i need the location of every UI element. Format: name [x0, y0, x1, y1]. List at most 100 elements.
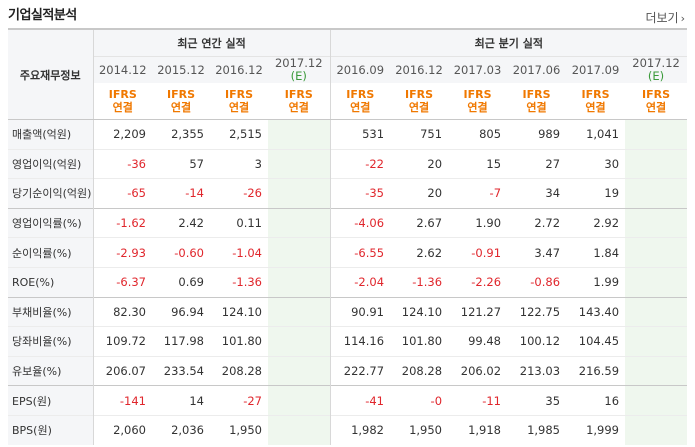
basis-line1: IFRS [225, 88, 253, 101]
value-cell: 989 [507, 119, 567, 150]
table-row: EPS(원) -141 14 -27 -41 -0 -11 35 16 [8, 385, 688, 416]
value-cell [625, 326, 688, 357]
value-cell: 19 [566, 178, 626, 209]
value-cell: 82.30 [92, 296, 152, 327]
value-cell [268, 178, 331, 209]
basis-line1: IFRS [284, 88, 313, 101]
value-cell: 20 [390, 178, 449, 209]
basis-line1: IFRS [642, 88, 671, 101]
period-label: 2016.12 [395, 63, 443, 77]
value-cell: 90.91 [329, 296, 391, 327]
value-cell: 206.02 [448, 355, 508, 386]
value-cell: -41 [329, 385, 391, 416]
value-cell [625, 237, 688, 268]
value-cell: -0 [390, 385, 449, 416]
basis-header: IFRS 연결 [92, 83, 152, 120]
quarter-header: 최근 분기 실적 [329, 28, 688, 57]
basis-header: IFRS 연결 [390, 83, 449, 120]
value-cell: 2.67 [390, 207, 449, 238]
basis-header: IFRS 연결 [329, 83, 391, 120]
value-cell [268, 148, 331, 179]
value-cell: 35 [507, 385, 567, 416]
value-cell: 96.94 [152, 296, 210, 327]
row-label: BPS(원) [8, 414, 93, 445]
period-label: 2017.12 [632, 56, 680, 70]
value-cell [625, 178, 688, 209]
period-label: 2016.09 [336, 63, 385, 77]
period-label: 2014.12 [98, 63, 147, 77]
value-cell: 1,950 [390, 414, 449, 445]
value-cell: 109.72 [92, 326, 152, 357]
value-cell: 2,355 [152, 119, 210, 150]
value-cell: -7 [448, 178, 508, 209]
value-cell: 1,999 [566, 414, 626, 445]
basis-line2: 연결 [170, 101, 192, 114]
value-cell: -6.37 [92, 266, 152, 298]
value-cell: -2.26 [448, 266, 508, 298]
period-label: 2017.12 [274, 56, 323, 70]
basis-line2: 연결 [585, 101, 606, 114]
table-row: 순이익률(%) -2.93 -0.60 -1.04 -6.55 2.62 -0.91 3.47… [8, 237, 688, 268]
value-cell: -0.91 [448, 237, 508, 268]
value-cell: 2.42 [152, 207, 210, 238]
basis-line2: 연결 [467, 101, 488, 114]
value-cell: -1.36 [390, 266, 449, 298]
value-cell: 2,060 [92, 414, 152, 445]
value-cell: -6.55 [329, 237, 391, 268]
value-cell: 104.45 [566, 326, 626, 357]
value-cell: 1,918 [448, 414, 508, 445]
row-label: 영업이익률(%) [8, 207, 93, 238]
value-cell: -26 [210, 178, 268, 209]
value-cell: 1,982 [329, 414, 391, 445]
basis-line1: IFRS [167, 88, 195, 101]
value-cell: 208.28 [210, 355, 268, 386]
value-cell: 124.10 [210, 296, 268, 327]
value-cell: 3.47 [507, 237, 567, 268]
period-label: 2015.12 [157, 63, 205, 77]
basis-line2: 연결 [408, 101, 430, 114]
basis-header: IFRS 연결 [268, 83, 331, 120]
annual-header: 최근 연간 실적 [92, 28, 331, 57]
value-cell [268, 207, 331, 238]
value-cell: -11 [448, 385, 508, 416]
basis-header: IFRS 연결 [448, 83, 508, 120]
more-link[interactable]: 더보기 › [645, 9, 685, 26]
header-row-groups: 주요재무정보 최근 연간 실적 최근 분기 실적 [8, 28, 688, 120]
chevron-right-icon: › [680, 12, 685, 25]
value-cell: 2,209 [92, 119, 152, 150]
value-cell: 30 [566, 148, 626, 179]
value-cell: 27 [507, 148, 567, 179]
period-header: 2016.12 [210, 56, 268, 83]
basis-line1: IFRS [522, 88, 551, 101]
period-label: 2017.06 [512, 63, 561, 77]
value-cell: -0.86 [507, 266, 567, 298]
period-header: 2014.12 [92, 56, 152, 83]
corner-label: 주요재무정보 [8, 28, 93, 120]
value-cell: 143.40 [566, 296, 626, 327]
value-cell: 208.28 [390, 355, 449, 386]
value-cell: 122.75 [507, 296, 567, 327]
value-cell [625, 355, 688, 386]
row-label: 부채비율(%) [8, 296, 93, 327]
value-cell: -2.04 [329, 266, 391, 298]
more-label: 더보기 [645, 11, 679, 25]
value-cell: -65 [92, 178, 152, 209]
value-cell [268, 296, 331, 327]
value-cell [625, 414, 688, 445]
value-cell: 34 [507, 178, 567, 209]
value-cell: 100.12 [507, 326, 567, 357]
value-cell: 121.27 [448, 296, 508, 327]
value-cell: 0.69 [152, 266, 210, 298]
value-cell [625, 296, 688, 327]
value-cell: 57 [152, 148, 210, 179]
value-cell: -4.06 [329, 207, 391, 238]
value-cell [268, 237, 331, 268]
period-label: 2017.03 [453, 63, 502, 77]
basis-line1: IFRS [581, 88, 610, 101]
period-header: 2015.12 [152, 56, 210, 83]
value-cell: -14 [152, 178, 210, 209]
row-label: 순이익률(%) [8, 237, 93, 268]
table-row: 유보율(%) 206.07 233.54 208.28 222.77 208.28 206.… [8, 355, 688, 386]
row-label: 당좌비율(%) [8, 326, 93, 357]
value-cell: 531 [329, 119, 391, 150]
